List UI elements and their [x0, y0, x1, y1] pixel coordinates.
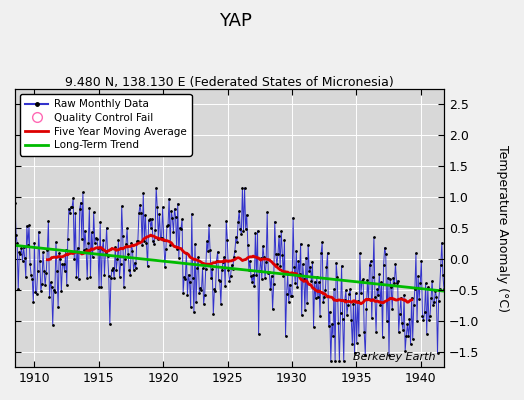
Text: YAP: YAP — [220, 12, 252, 30]
Legend: Raw Monthly Data, Quality Control Fail, Five Year Moving Average, Long-Term Tren: Raw Monthly Data, Quality Control Fail, … — [20, 94, 191, 156]
Title: 9.480 N, 138.130 E (Federated States of Micronesia): 9.480 N, 138.130 E (Federated States of … — [65, 76, 394, 89]
Y-axis label: Temperature Anomaly (°C): Temperature Anomaly (°C) — [496, 144, 509, 312]
Text: Berkeley Earth: Berkeley Earth — [353, 352, 435, 362]
